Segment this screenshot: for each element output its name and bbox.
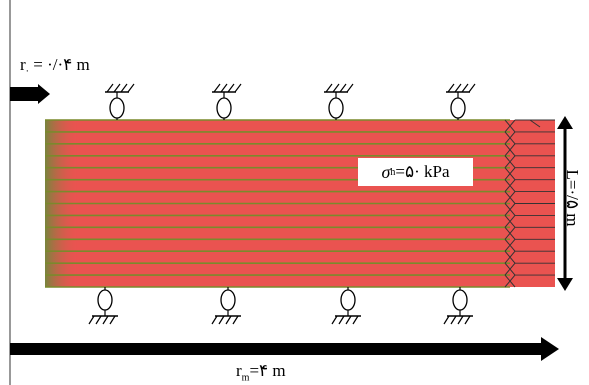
edge-element	[504, 143, 516, 157]
inner-radius-label: r· = ·/·۴ m	[20, 55, 90, 78]
bottom-roller-support	[211, 287, 241, 325]
top-roller-support	[212, 83, 242, 120]
inner-radius-arrow	[10, 84, 50, 104]
edge-element	[504, 179, 516, 192]
edge-element	[504, 250, 516, 264]
edge-element	[504, 227, 516, 240]
top-roller-support	[324, 83, 354, 120]
edge-element	[504, 155, 516, 169]
top-roller-support	[446, 83, 476, 120]
edge-tick	[529, 119, 541, 128]
bottom-roller-support	[88, 287, 118, 325]
edge-element	[504, 131, 516, 145]
edge-element	[504, 203, 516, 216]
outer-radius-label: rm=۴ m	[236, 361, 286, 384]
edge-element	[504, 238, 516, 252]
edge-element	[504, 191, 516, 204]
edge-zigzag	[504, 119, 555, 288]
edge-element	[504, 119, 516, 133]
top-supports	[105, 83, 476, 120]
edge-element	[504, 262, 516, 276]
bottom-roller-support	[443, 287, 473, 325]
edge-element	[504, 274, 516, 288]
edge-element	[504, 167, 516, 180]
length-label: L=·/۵ m	[563, 169, 582, 227]
outer-radius-arrow	[10, 337, 559, 361]
bottom-supports	[88, 287, 473, 325]
top-roller-support	[105, 83, 135, 120]
bottom-roller-support	[331, 287, 361, 325]
edge-element	[504, 215, 516, 228]
length-dimension-arrow	[557, 116, 573, 291]
